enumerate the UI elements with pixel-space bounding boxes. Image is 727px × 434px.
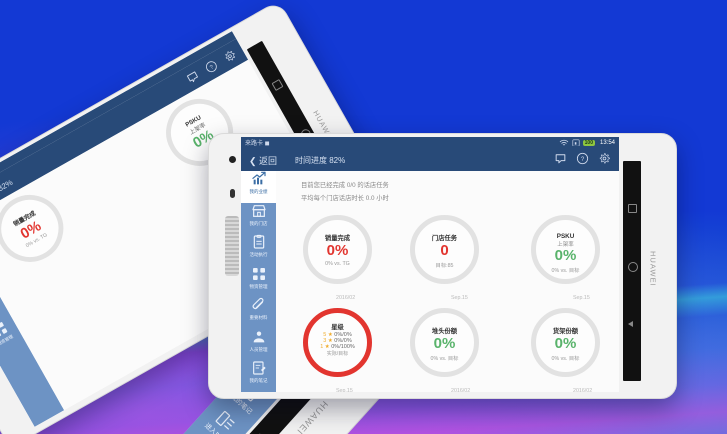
svg-text:?: ? [209, 64, 215, 71]
svg-text:?: ? [581, 157, 585, 163]
